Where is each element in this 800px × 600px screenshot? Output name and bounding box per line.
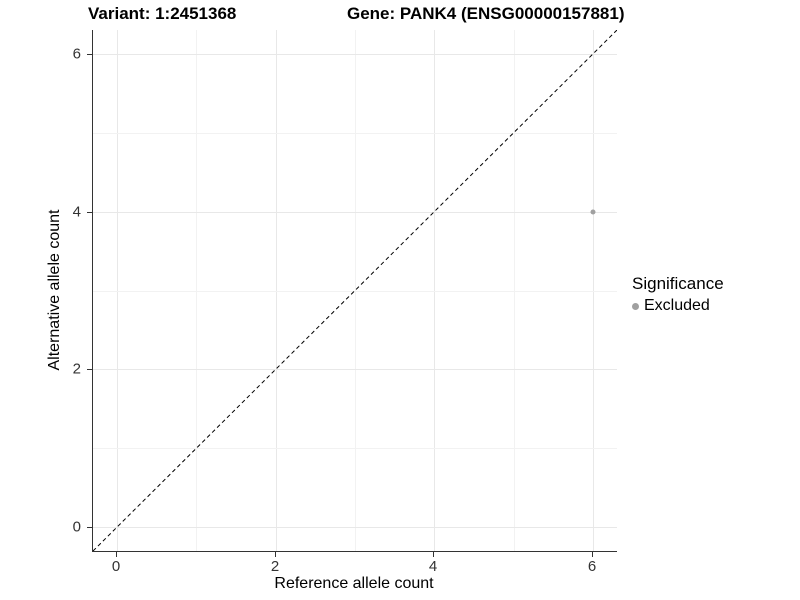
y-tick-label-0: 0 (72, 518, 81, 536)
y-tick-0 (87, 527, 92, 528)
x-tick-4 (433, 552, 434, 557)
legend-title: Significance (632, 274, 724, 293)
gene-title: Gene: PANK4 (ENSG00000157881) (347, 4, 625, 23)
x-tick-6 (592, 552, 593, 557)
legend: Significance Excluded (632, 274, 724, 315)
x-tick-2 (275, 552, 276, 557)
gridline-x0 (117, 30, 118, 551)
gridline-y5 (93, 133, 617, 134)
gridline-x5 (514, 30, 515, 551)
x-tick-label-4: 4 (428, 558, 438, 575)
gridline-x4 (434, 30, 435, 551)
y-tick-label-6: 6 (72, 45, 81, 63)
data-point-excluded (590, 209, 596, 215)
y-axis-title: Alternative allele count (46, 209, 63, 371)
gridline-x6 (593, 30, 594, 551)
y-tick-6 (87, 54, 92, 55)
x-axis-title: Reference allele count (274, 575, 434, 592)
gridline-y4 (93, 212, 617, 213)
x-tick-0 (116, 552, 117, 557)
plot-panel (92, 30, 617, 552)
y-tick-4 (87, 212, 92, 213)
legend-entry-label: Excluded (644, 297, 710, 314)
gridline-y6 (93, 54, 617, 55)
gridline-y0 (93, 527, 617, 528)
legend-entry-excluded: Excluded (632, 297, 724, 315)
gridline-x1 (196, 30, 197, 551)
x-tick-label-0: 0 (111, 558, 121, 575)
gridline-y1 (93, 448, 617, 449)
gridline-x3 (355, 30, 356, 551)
x-tick-label-2: 2 (270, 558, 280, 575)
gridline-x2 (276, 30, 277, 551)
excluded-circle-icon (632, 302, 639, 310)
y-tick-label-4: 4 (72, 203, 81, 221)
variant-title: Variant: 1:2451368 (88, 4, 237, 23)
gridline-y2 (93, 369, 617, 370)
identity-line (93, 30, 617, 551)
y-tick-label-2: 2 (72, 360, 81, 378)
gridline-y3 (93, 291, 617, 292)
x-tick-label-6: 6 (587, 558, 597, 575)
y-tick-2 (87, 369, 92, 370)
